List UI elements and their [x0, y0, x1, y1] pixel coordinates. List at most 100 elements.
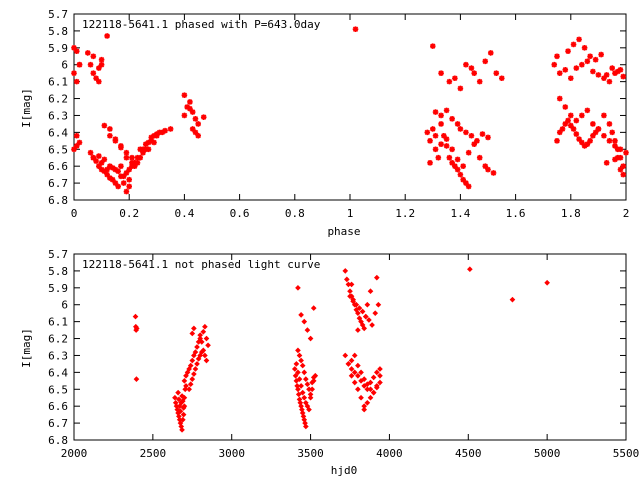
phased-data-point: [446, 78, 453, 85]
phased-data-point: [427, 138, 433, 144]
unphased-data-point: [369, 322, 375, 328]
unphased-y-tick-label: 6.1: [48, 316, 68, 329]
phased-data-point: [576, 36, 582, 43]
phased-data-point: [352, 26, 359, 33]
phased-data-point: [623, 149, 629, 156]
phased-data-point: [579, 61, 585, 68]
unphased-data-point: [191, 325, 197, 332]
unphased-data-point: [296, 376, 303, 382]
phased-data-point: [606, 138, 613, 144]
phased-data-point: [449, 160, 455, 166]
phased-data-point: [107, 126, 113, 132]
unphased-data-point: [295, 386, 301, 393]
phased-data-point: [148, 134, 155, 141]
unphased-data-point: [303, 376, 309, 382]
unphased-data-point: [304, 381, 311, 388]
phased-data-point: [101, 168, 108, 175]
unphased-data-point: [373, 274, 380, 281]
phased-data-point: [435, 154, 442, 161]
unphased-data-point: [345, 361, 352, 367]
phased-y-tick-label: 6: [61, 59, 68, 72]
phased-data-point: [115, 168, 121, 175]
unphased-data-point: [348, 372, 355, 379]
unphased-data-point: [303, 423, 309, 430]
unphased-data-point: [202, 323, 208, 330]
unphased-data-point: [310, 374, 317, 381]
unphased-data-point: [187, 362, 194, 369]
unphased-data-point: [187, 381, 194, 388]
phased-data-point: [609, 129, 615, 136]
phased-data-point: [612, 156, 618, 163]
unphased-x-tick-label: 3500: [297, 447, 324, 460]
phased-data-point: [187, 99, 193, 105]
phased-data-point: [73, 143, 80, 149]
phased-data-point: [556, 95, 563, 102]
phased-data-point: [438, 121, 444, 127]
phased-data-point: [71, 45, 77, 51]
phased-data-point: [584, 107, 591, 114]
unphased-data-point: [175, 389, 181, 396]
unphased-data-point: [176, 396, 182, 403]
unphased-data-point: [307, 335, 314, 342]
phased-data-point: [126, 183, 132, 190]
unphased-data-point: [351, 352, 358, 359]
phased-data-point: [87, 149, 94, 156]
phased-y-tick-labels: 5.7 5.8 5.9 6 6.1 6.2 6.3 6.4 6.5 6.6 6.7 6.8: [48, 8, 68, 207]
unphased-data-point: [355, 362, 361, 369]
phased-data-point: [162, 127, 168, 134]
unphased-data-point: [350, 296, 356, 303]
phased-data-point: [614, 154, 621, 161]
phased-data-point: [181, 112, 188, 119]
phased-data-point: [454, 166, 461, 173]
unphased-x-tick-labels: 2000 2500 3000 3500 4000 4500 5000 5500: [61, 447, 640, 460]
phased-data-point: [603, 72, 610, 78]
phased-data-point: [493, 70, 500, 76]
unphased-data-point: [179, 416, 186, 423]
phased-data-point: [438, 112, 444, 119]
unphased-data-point: [301, 394, 308, 401]
phased-data-points: [71, 26, 629, 195]
phased-data-point: [126, 166, 132, 173]
phased-x-tick-label: 1.2: [395, 207, 415, 220]
unphased-data-point: [377, 366, 383, 372]
unphased-data-point: [306, 386, 312, 393]
unphased-data-point: [177, 408, 184, 415]
unphased-data-point: [191, 371, 197, 377]
unphased-data-point: [183, 383, 189, 389]
phased-x-tick-label: 1.4: [450, 207, 470, 220]
phased-data-point: [562, 104, 569, 110]
phased-data-point: [101, 156, 108, 163]
unphased-data-point: [366, 317, 372, 323]
phased-data-point: [109, 176, 116, 183]
unphased-data-point: [309, 379, 315, 386]
unphased-data-point: [348, 357, 355, 364]
phased-data-point: [581, 45, 588, 51]
phased-data-point: [123, 188, 130, 195]
unphased-data-point: [202, 352, 208, 359]
phased-data-point: [570, 126, 577, 132]
unphased-data-point: [291, 366, 298, 372]
phased-x-tick-label: 0.6: [230, 207, 250, 220]
phased-data-point: [457, 171, 464, 178]
phased-data-point: [570, 41, 577, 48]
unphased-y-tick-label: 5.7: [48, 248, 68, 261]
phased-data-point: [432, 132, 439, 139]
phased-data-point: [592, 129, 599, 136]
unphased-y-tick-label: 6: [61, 299, 68, 312]
phased-data-point: [90, 70, 97, 76]
phased-data-point: [579, 139, 585, 146]
unphased-y-tick-label: 6.4: [48, 366, 68, 379]
phased-data-point: [71, 146, 77, 153]
unphased-data-point: [359, 308, 366, 315]
unphased-data-point: [355, 327, 361, 333]
unphased-y-tick-labels: 5.7 5.8 5.9 6 6.1 6.2 6.3 6.4 6.5 6.6 6.7 6.8: [48, 248, 68, 447]
phased-y-tick-label: 6.3: [48, 109, 68, 122]
phased-data-point: [134, 160, 141, 166]
phased-data-point: [156, 129, 163, 136]
phased-y-tick-label: 6.8: [48, 194, 68, 207]
unphased-data-point: [301, 369, 308, 376]
phased-data-point: [474, 138, 480, 144]
phased-data-point: [140, 146, 146, 153]
phased-data-point: [189, 126, 196, 132]
